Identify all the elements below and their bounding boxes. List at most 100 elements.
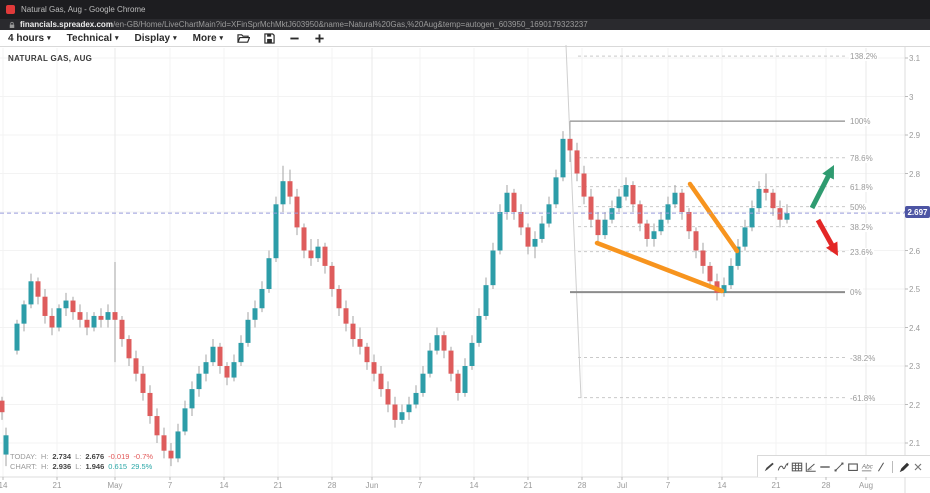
- chevron-down-icon: ▾: [47, 35, 51, 42]
- legend-chart-change: 0.615: [108, 462, 128, 471]
- price-tick-label: 2.9: [909, 131, 921, 140]
- fib-level-label: 138.2%: [849, 52, 879, 62]
- text-icon[interactable]: Abc: [861, 460, 873, 474]
- menu-label: Technical: [66, 32, 113, 44]
- price-tick-label: 2.8: [909, 169, 921, 179]
- chevron-down-icon: ▾: [115, 35, 119, 42]
- app-favicon: [6, 5, 15, 14]
- time-tick-label: 14: [717, 481, 727, 490]
- fib-level-label: -38.2%: [849, 353, 877, 363]
- legend-chart-h-label: H:: [40, 462, 49, 471]
- legend-chart-label: CHART:: [10, 462, 37, 471]
- legend-today-row: TODAY: H: 2.734 L: 2.676 -0.019 -0.7%: [10, 452, 157, 462]
- price-tick-label: 3: [909, 92, 914, 102]
- fib-level-label: 38.2%: [849, 222, 874, 232]
- price-tick-label: 2.5: [909, 285, 921, 294]
- drawing-toolbar: Abc: [757, 455, 930, 477]
- legend-today-low: 2.676: [85, 452, 105, 461]
- fib-level-label: 100%: [849, 117, 872, 127]
- time-tick-label: Aug: [858, 481, 874, 490]
- legend-chart-l-label: L:: [75, 462, 82, 471]
- time-tick-label: 21: [273, 481, 283, 490]
- zoom-out-icon[interactable]: [289, 33, 300, 44]
- legend-chart-row: CHART: H: 2.936 L: 1.946 0.615 29.5%: [10, 462, 157, 472]
- time-tick-label: 28: [821, 481, 831, 490]
- menu-technical[interactable]: Technical ▾: [67, 33, 119, 44]
- price-tick-label: 2.2: [909, 400, 921, 410]
- time-tick-label: 21: [771, 481, 781, 490]
- time-tick-label: 14: [469, 481, 479, 490]
- time-tick-label: Jul: [616, 481, 628, 490]
- fib-level-label: 61.8%: [849, 182, 874, 192]
- grid-icon[interactable]: [791, 460, 803, 474]
- time-tick-label: 14: [0, 481, 8, 490]
- menu-display[interactable]: Display ▾: [135, 33, 177, 44]
- legend-today-change: -0.019: [108, 452, 130, 461]
- chart-toolbar: 4 hours ▾ Technical ▾ Display ▾ More ▾: [0, 30, 930, 47]
- time-tick-label: May: [107, 481, 123, 490]
- rectangle-icon[interactable]: [847, 460, 859, 474]
- diagonal-line-icon[interactable]: [875, 460, 887, 474]
- time-tick-label: 28: [577, 481, 587, 490]
- instrument-label: NATURAL GAS, AUG: [8, 54, 93, 63]
- url-path: /en-GB/Home/LiveChartMain?id=XFinSprMchM…: [112, 20, 588, 29]
- freehand-icon[interactable]: [777, 460, 789, 474]
- zoom-in-icon[interactable]: [314, 33, 325, 44]
- menu-interval[interactable]: 4 hours ▾: [8, 33, 51, 44]
- time-tick-label: 7: [665, 481, 671, 490]
- legend-today-h-label: H:: [40, 452, 49, 461]
- legend-chart-low: 1.946: [85, 462, 105, 471]
- time-tick-label: 7: [167, 481, 173, 490]
- fib-level-label: 0%: [849, 288, 863, 298]
- legend-today-l-label: L:: [75, 452, 82, 461]
- lock-icon: [9, 21, 15, 28]
- horizontal-line-icon[interactable]: [819, 460, 831, 474]
- url-domain: financials.spreadex.com: [20, 20, 113, 29]
- price-tick-label: 2.4: [909, 323, 921, 333]
- chevron-down-icon: ▾: [219, 35, 224, 42]
- legend-chart-change-pct: 29.5%: [131, 462, 153, 471]
- fib-level-label: 23.6%: [849, 247, 874, 257]
- time-tick-label: 21: [523, 481, 533, 490]
- fib-level-label: -61.8%: [849, 393, 877, 403]
- legend-today-high: 2.734: [52, 452, 72, 461]
- open-folder-icon[interactable]: [237, 33, 251, 44]
- time-tick-label: 21: [52, 481, 62, 490]
- trend-angle-icon[interactable]: [805, 460, 817, 474]
- price-tick-label: 2.6: [909, 246, 921, 256]
- marker-icon[interactable]: [898, 460, 910, 474]
- current-price-badge: 2.697: [904, 206, 930, 218]
- segment-icon[interactable]: [833, 460, 845, 474]
- menu-container: 4 hours ▾ Technical ▾ Display ▾ More ▾: [8, 33, 223, 44]
- legend-today-label: TODAY:: [10, 452, 37, 461]
- chart-legend: TODAY: H: 2.734 L: 2.676 -0.019 -0.7% CHART: H:…: [10, 452, 157, 472]
- legend-today-change-pct: -0.7%: [133, 452, 154, 461]
- window-title: Natural Gas, Aug - Google Chrome: [21, 5, 146, 14]
- url-text[interactable]: financials.spreadex.com/en-GB/Home/LiveC…: [20, 20, 588, 29]
- price-tick-label: 2.3: [909, 362, 921, 371]
- save-icon[interactable]: [264, 32, 275, 44]
- pencil-icon[interactable]: [763, 460, 775, 474]
- toolbar-separator: [892, 460, 893, 473]
- down-arrow-annotation: [815, 218, 838, 256]
- menu-more[interactable]: More ▾: [193, 33, 223, 44]
- fib-level-label: 50%: [849, 202, 868, 212]
- legend-chart-high: 2.936: [52, 462, 72, 471]
- price-tick-label: 3.1: [909, 54, 921, 63]
- time-tick-label: 28: [327, 481, 337, 490]
- time-tick-label: Jun: [365, 481, 379, 490]
- menu-label: Display: [134, 32, 171, 44]
- price-tick-label: 2.1: [909, 439, 921, 448]
- delete-icon[interactable]: [912, 460, 924, 474]
- time-tick-label: 14: [219, 481, 229, 490]
- browser-urlbar[interactable]: financials.spreadex.com/en-GB/Home/LiveC…: [0, 19, 930, 30]
- chevron-down-icon: ▾: [173, 35, 177, 42]
- menu-label: 4 hours: [8, 32, 45, 44]
- svg-text:Abc: Abc: [861, 463, 873, 470]
- browser-titlebar: Natural Gas, Aug - Google Chrome: [0, 0, 930, 19]
- menu-label: More: [192, 32, 217, 44]
- fib-level-label: 78.6%: [849, 153, 874, 163]
- time-tick-label: 7: [417, 481, 423, 490]
- up-arrow-annotation: [809, 165, 834, 210]
